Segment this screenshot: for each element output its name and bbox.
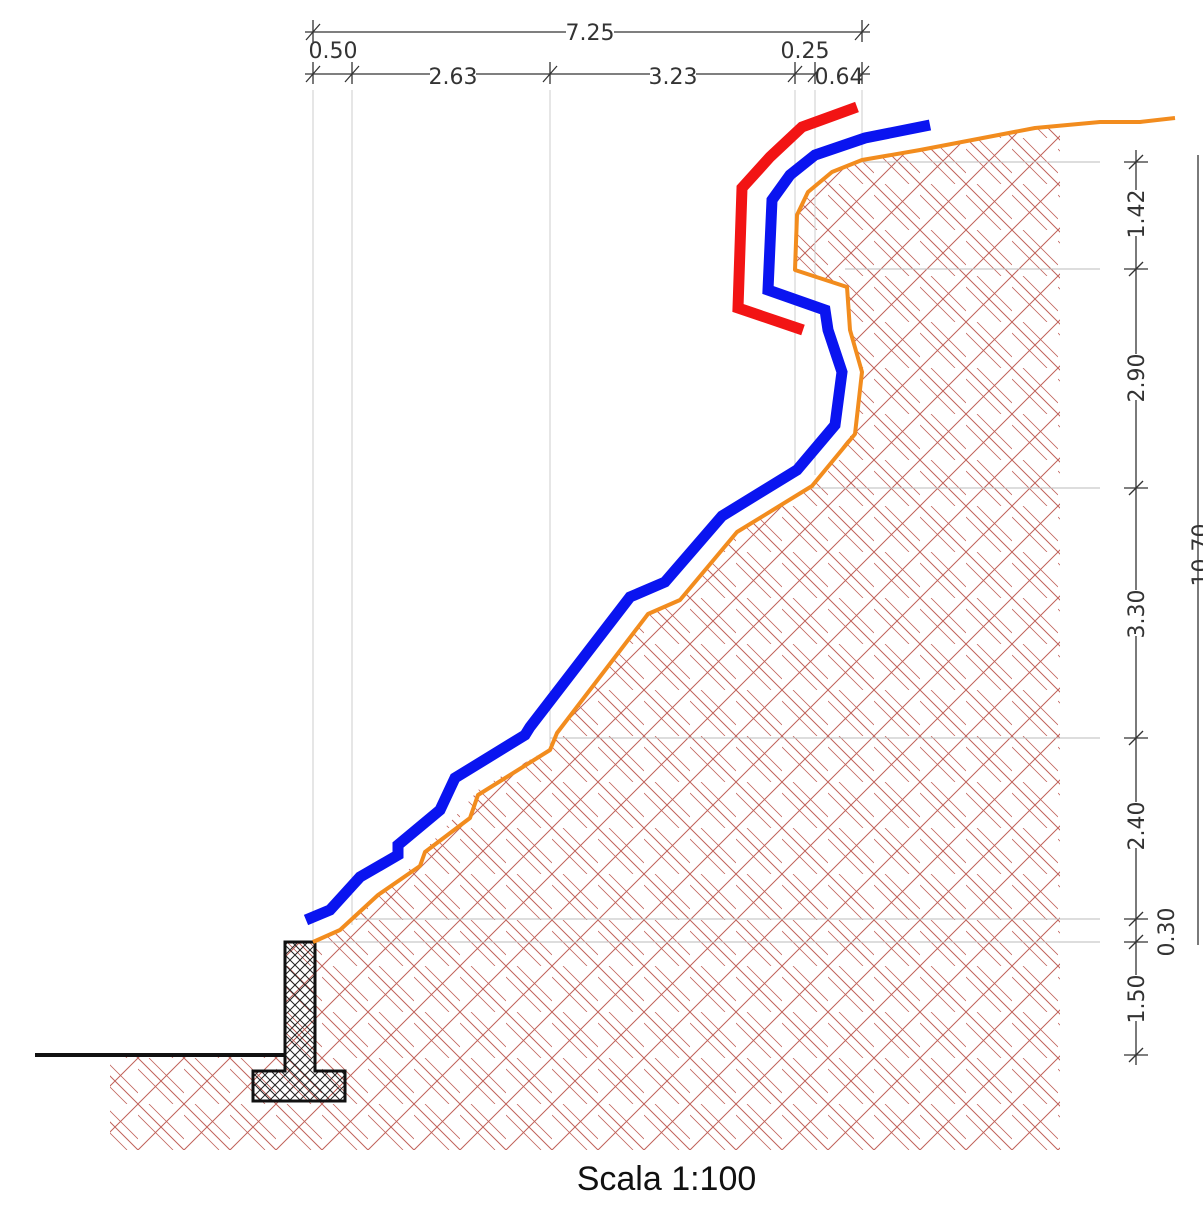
right-dim-seg-2: 2.90: [1125, 354, 1150, 403]
red-profile-line: [732, 101, 859, 336]
top-dim-seg-1: 0.50: [309, 39, 358, 64]
vertical-guide-lines: [312, 90, 863, 940]
terrain-profile-line: [312, 116, 1176, 944]
right-dim-seg-3: 3.30: [1125, 590, 1150, 639]
right-dim-seg-1: 1.42: [1125, 190, 1150, 239]
top-dim-total: 7.25: [566, 21, 615, 46]
soil-hatch-area: [110, 126, 1060, 1150]
top-dim-seg-2: 2.63: [429, 65, 478, 90]
top-dim-seg-5: 0.64: [815, 65, 864, 90]
scale-label: Scala 1:100: [576, 1160, 757, 1198]
retaining-wall: [251, 940, 347, 1103]
blue-profile-line: [303, 119, 932, 926]
right-dim-texts: 1.42 2.90 3.30 2.40 0.30 1.50 10.70: [1124, 190, 1203, 1024]
horizontal-guide-lines: [313, 161, 1100, 943]
top-dim-seg-4: 0.25: [781, 39, 830, 64]
right-dim-seg-6: 1.50: [1125, 975, 1150, 1024]
right-dim-total-partial: 10.70: [1189, 524, 1203, 587]
top-dim-seg-3: 3.23: [649, 65, 698, 90]
right-dim-seg-4: 2.40: [1125, 802, 1150, 851]
right-dim-seg-5: 0.30: [1155, 908, 1180, 957]
